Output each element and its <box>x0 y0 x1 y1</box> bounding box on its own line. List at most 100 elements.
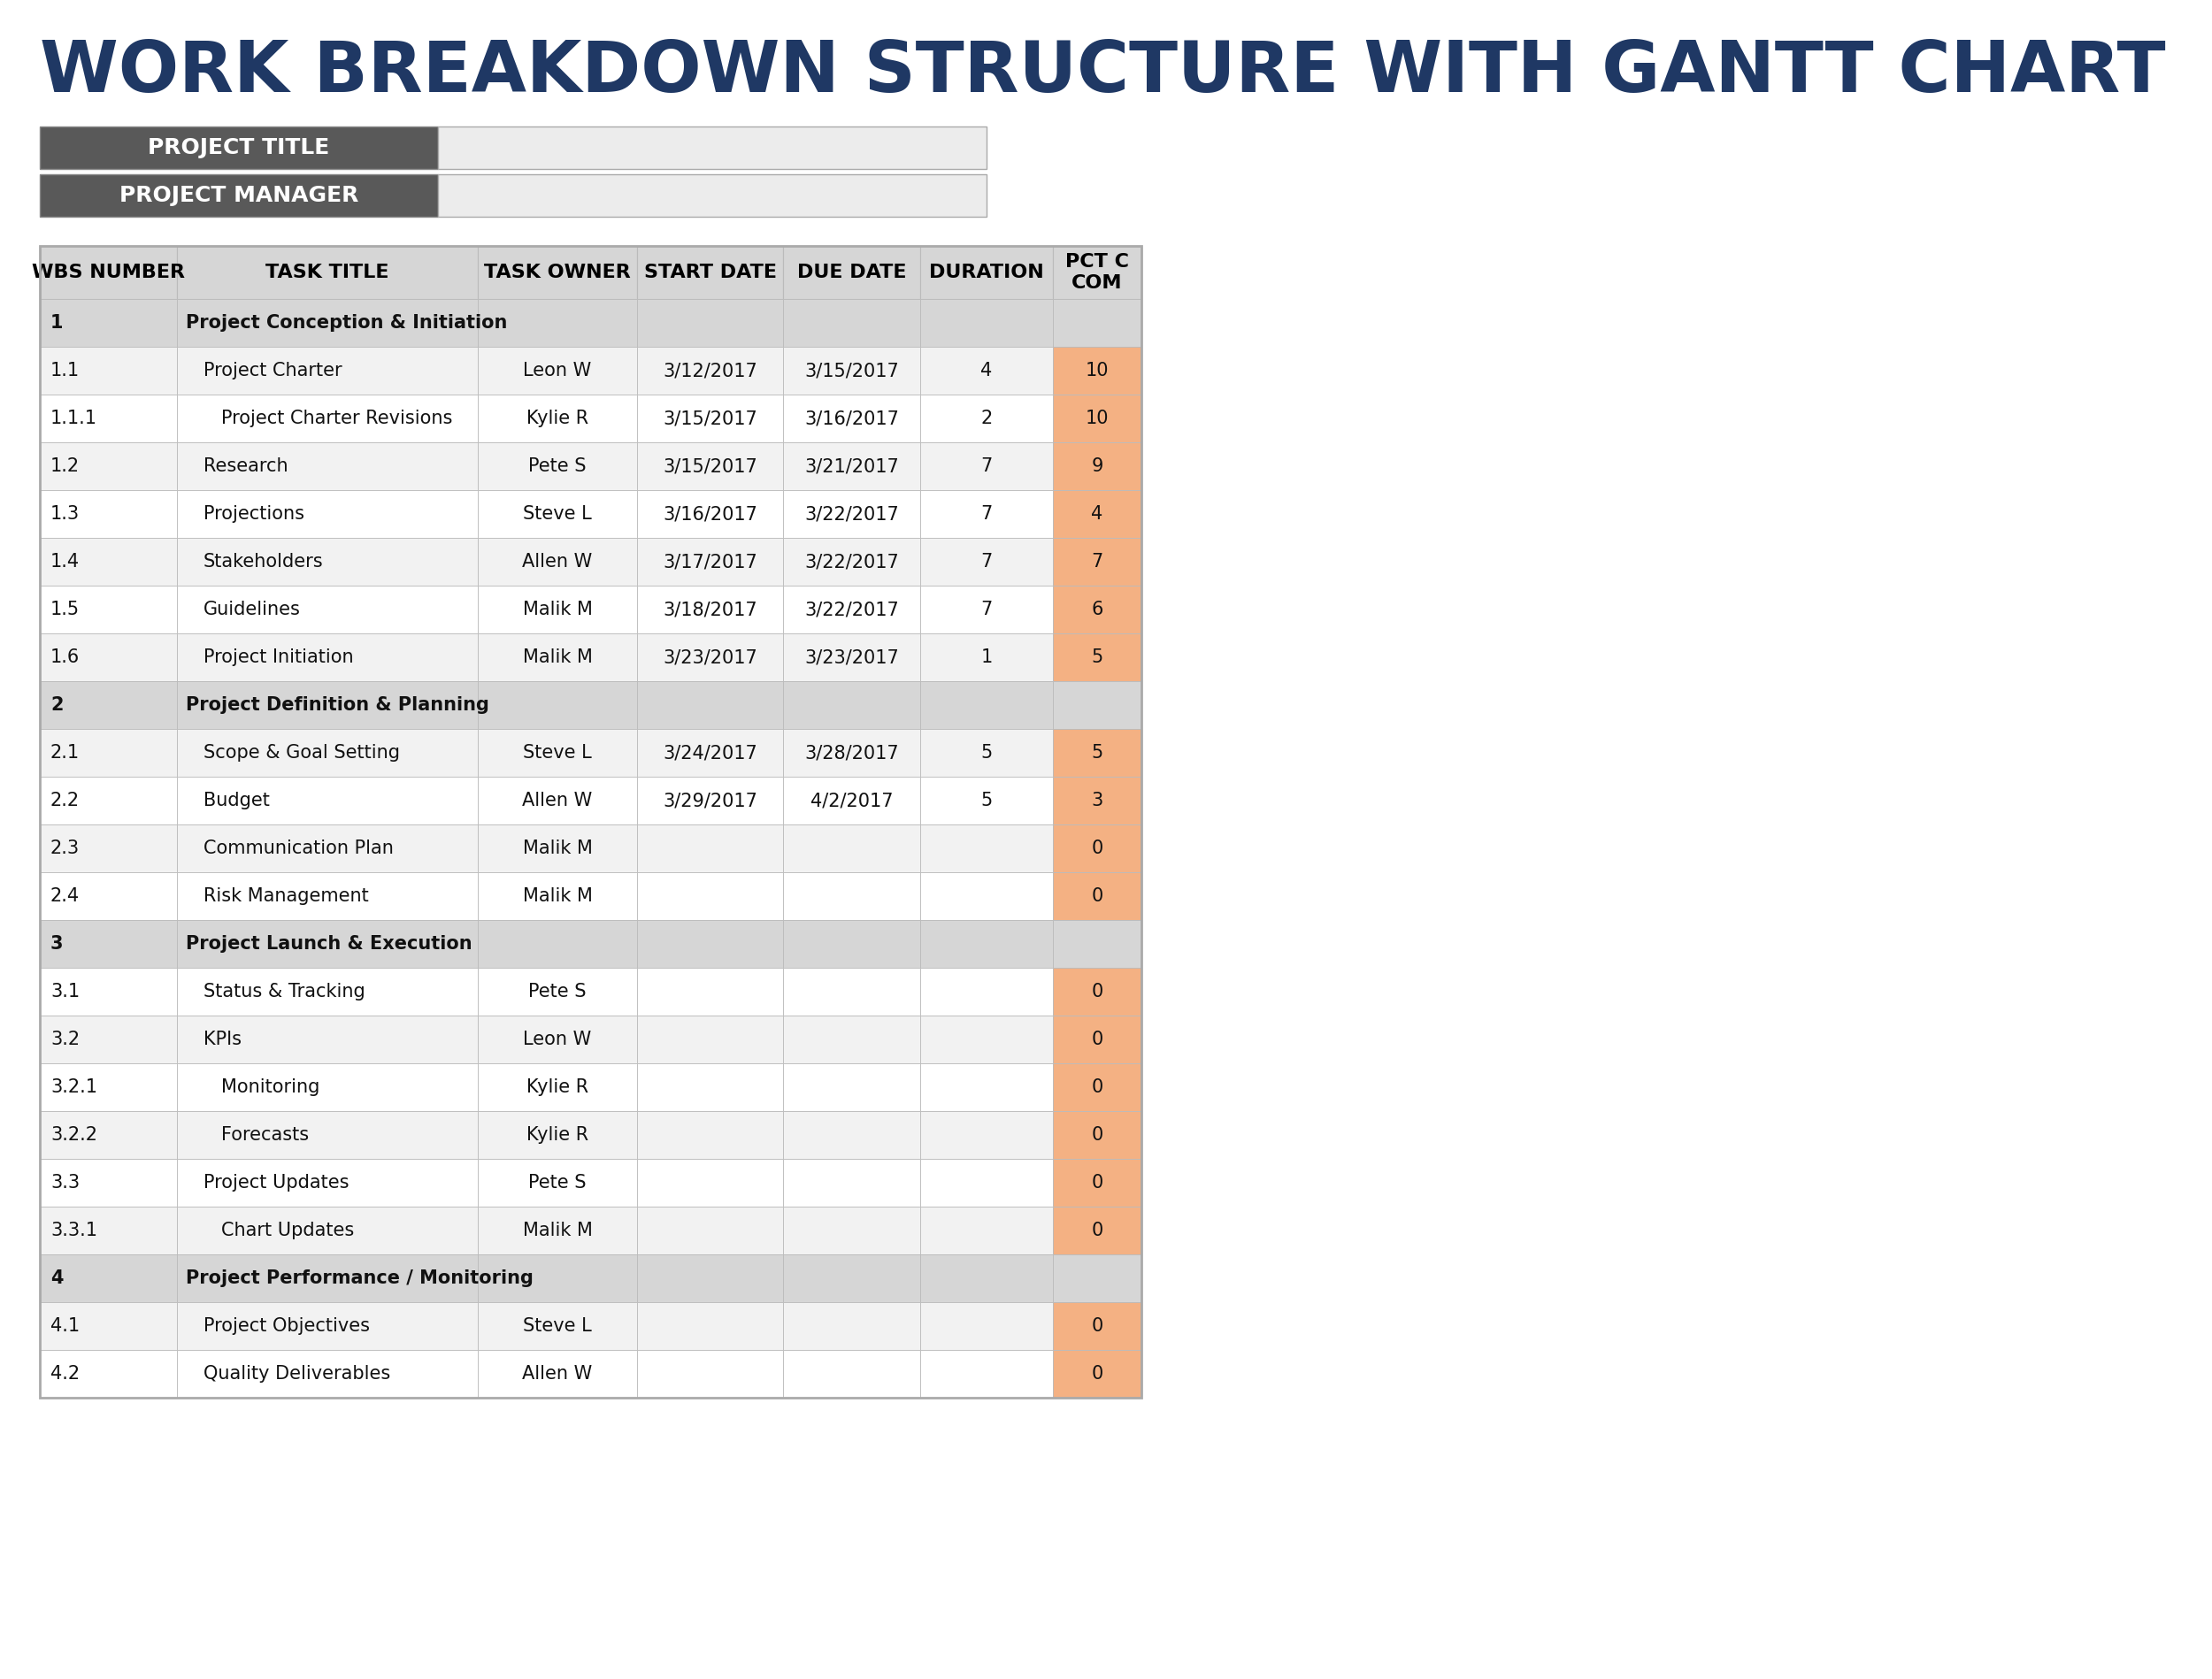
Bar <box>1053 1159 1141 1207</box>
Text: 3/16/2017: 3/16/2017 <box>664 505 757 522</box>
Bar <box>40 537 177 586</box>
Bar <box>920 1111 1053 1159</box>
Text: 3/12/2017: 3/12/2017 <box>664 361 757 379</box>
Bar <box>920 537 1053 586</box>
Text: 1.5: 1.5 <box>51 601 80 618</box>
Text: START DATE: START DATE <box>644 264 776 282</box>
Bar <box>478 920 637 967</box>
Bar <box>637 777 783 824</box>
Text: 3.1: 3.1 <box>51 982 80 1001</box>
Bar <box>920 395 1053 442</box>
Text: Monitoring: Monitoring <box>221 1078 321 1096</box>
Text: Forecasts: Forecasts <box>221 1127 310 1143</box>
Text: 2.2: 2.2 <box>51 792 80 809</box>
Bar <box>1053 1016 1141 1063</box>
Text: 3/22/2017: 3/22/2017 <box>805 505 898 522</box>
Bar <box>40 1159 177 1207</box>
Text: 2: 2 <box>51 697 64 714</box>
Text: Project Performance / Monitoring: Project Performance / Monitoring <box>186 1269 533 1288</box>
Text: 5: 5 <box>980 792 993 809</box>
Bar <box>783 1016 920 1063</box>
Bar <box>637 1254 783 1303</box>
Text: 3.2: 3.2 <box>51 1031 80 1048</box>
Bar <box>177 682 478 729</box>
Bar <box>478 633 637 682</box>
Bar <box>920 1207 1053 1254</box>
Bar <box>783 1207 920 1254</box>
Text: 3/23/2017: 3/23/2017 <box>664 648 757 667</box>
Text: 1.4: 1.4 <box>51 552 80 571</box>
Bar <box>637 1207 783 1254</box>
Bar <box>177 1207 478 1254</box>
Bar <box>637 1063 783 1111</box>
Bar <box>920 967 1053 1016</box>
Bar <box>40 299 177 348</box>
Text: 3/21/2017: 3/21/2017 <box>805 457 898 475</box>
Bar <box>478 1254 637 1303</box>
Text: 1.2: 1.2 <box>51 457 80 475</box>
Text: PROJECT TITLE: PROJECT TITLE <box>148 138 330 158</box>
Bar <box>177 395 478 442</box>
Text: Project Initiation: Project Initiation <box>204 648 354 667</box>
Text: 10: 10 <box>1086 361 1108 379</box>
Text: Risk Management: Risk Management <box>204 887 369 905</box>
Bar <box>177 490 478 537</box>
Text: Stakeholders: Stakeholders <box>204 552 323 571</box>
Text: Malik M: Malik M <box>522 887 593 905</box>
Bar <box>40 1111 177 1159</box>
Text: 3: 3 <box>51 935 64 952</box>
Text: 3/29/2017: 3/29/2017 <box>664 792 757 809</box>
Bar <box>1053 1350 1141 1397</box>
Text: Malik M: Malik M <box>522 1222 593 1239</box>
Bar <box>478 395 637 442</box>
Bar <box>1053 824 1141 871</box>
Text: 0: 0 <box>1091 1365 1104 1382</box>
Bar <box>478 1303 637 1350</box>
Text: Kylie R: Kylie R <box>526 1127 588 1143</box>
Bar <box>1053 490 1141 537</box>
Text: 0: 0 <box>1091 887 1104 905</box>
Bar <box>783 1111 920 1159</box>
Bar <box>920 348 1053 395</box>
Bar <box>783 245 920 299</box>
Text: 2.3: 2.3 <box>51 840 80 858</box>
Text: 0: 0 <box>1091 1078 1104 1096</box>
Bar <box>637 633 783 682</box>
Bar <box>783 490 920 537</box>
Bar <box>920 871 1053 920</box>
Bar <box>637 1350 783 1397</box>
Text: Status & Tracking: Status & Tracking <box>204 982 365 1001</box>
Bar <box>783 1350 920 1397</box>
Text: Steve L: Steve L <box>522 744 593 762</box>
Text: DURATION: DURATION <box>929 264 1044 282</box>
Text: Steve L: Steve L <box>522 505 593 522</box>
Bar <box>177 348 478 395</box>
Bar <box>40 729 177 777</box>
Bar <box>920 682 1053 729</box>
Text: 4/2/2017: 4/2/2017 <box>810 792 894 809</box>
Bar <box>783 729 920 777</box>
Bar <box>637 1159 783 1207</box>
Text: 1.1: 1.1 <box>51 361 80 379</box>
Bar <box>637 348 783 395</box>
Bar <box>920 442 1053 490</box>
Bar <box>177 920 478 967</box>
Bar <box>177 1350 478 1397</box>
Bar <box>920 777 1053 824</box>
Text: 3.3: 3.3 <box>51 1174 80 1192</box>
Bar <box>478 245 637 299</box>
Text: 4: 4 <box>1091 505 1104 522</box>
Text: 3/24/2017: 3/24/2017 <box>664 744 757 762</box>
Bar <box>637 395 783 442</box>
Text: Project Updates: Project Updates <box>204 1174 349 1192</box>
Bar <box>783 824 920 871</box>
Text: 2.4: 2.4 <box>51 887 80 905</box>
Bar <box>920 586 1053 633</box>
Text: TASK OWNER: TASK OWNER <box>484 264 630 282</box>
Bar <box>40 126 438 170</box>
Text: 2: 2 <box>980 410 993 426</box>
Bar <box>637 1016 783 1063</box>
Text: 4.1: 4.1 <box>51 1318 80 1335</box>
Bar <box>177 1159 478 1207</box>
Bar <box>920 633 1053 682</box>
